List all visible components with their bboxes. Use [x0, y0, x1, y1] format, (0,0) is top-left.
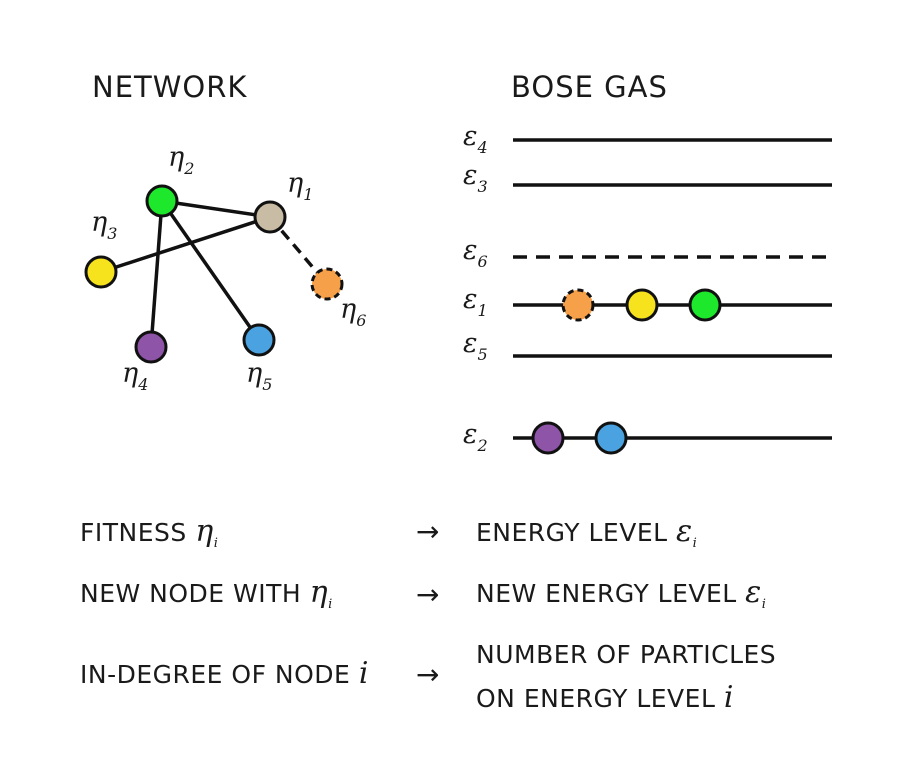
mapping-row-2-left: NEW NODE WITH ηi	[80, 575, 333, 612]
node-5	[242, 323, 276, 357]
label-eta-3: η3	[91, 207, 117, 243]
node-3	[84, 255, 118, 289]
label-eta-1: η1	[287, 168, 313, 204]
label-eta-6: η6	[340, 294, 366, 330]
mapping-row-1-left-symbol: η	[195, 514, 214, 549]
mapping-row-3-left: IN-DEGREE OF NODE i	[80, 656, 369, 691]
label-eps-3: ε3	[463, 160, 488, 196]
label-eps-2: ε2	[463, 419, 488, 455]
label-eta-4: η4	[122, 358, 148, 394]
edge-2-4	[149, 200, 164, 348]
mapping-row-1-left-text: FITNESS	[80, 518, 196, 547]
node-6-new	[310, 267, 344, 301]
particle-2-on-level-1	[688, 288, 722, 322]
mapping-row-2-left-sub: i	[328, 597, 333, 612]
mapping-row-3-right-line-2: ON ENERGY LEVEL i	[476, 680, 734, 715]
label-eps-6: ε6	[463, 235, 488, 271]
mapping-row-3-left-text: IN-DEGREE OF NODE	[80, 660, 359, 689]
label-eps-5: ε5	[463, 328, 488, 364]
mapping-row-3-right-text: ON ENERGY LEVEL	[476, 684, 724, 713]
mapping-row-2-right-text: NEW ENERGY LEVEL	[476, 579, 746, 608]
label-eps-4: ε4	[463, 121, 488, 157]
particle-6-on-level-1	[561, 288, 595, 322]
node-1	[253, 200, 287, 234]
particle-4-on-level-2	[531, 421, 565, 455]
mapping-row-1-left-sub: i	[213, 536, 219, 551]
mapping-row-1-right: ENERGY LEVEL εi	[476, 514, 697, 551]
energy-level-lines	[513, 138, 832, 440]
mapping-row-2-right: NEW ENERGY LEVEL εi	[476, 575, 766, 612]
mapping-row-1-right-sub: i	[692, 536, 698, 551]
mapping-row-3-arrow: →	[416, 658, 440, 691]
node-4	[134, 330, 168, 364]
mapping-row-2-right-symbol: ε	[745, 575, 762, 610]
mapping-row-2-left-symbol: η	[309, 575, 329, 610]
network-heading: NETWORK	[92, 70, 248, 104]
mapping-row-1-arrow: →	[416, 515, 440, 548]
mapping-row-1-right-text: ENERGY LEVEL	[476, 518, 677, 547]
label-eta-2: η2	[168, 142, 194, 178]
bose-gas-heading: BOSE GAS	[511, 70, 668, 104]
particle-3-on-level-1	[625, 288, 659, 322]
mapping-row-1-left: FITNESS ηi	[80, 514, 218, 551]
mapping-row-3-right-symbol: i	[723, 680, 734, 715]
edge-2-1	[161, 199, 271, 219]
label-eta-5: η5	[246, 358, 272, 394]
mapping-row-2-arrow: →	[416, 578, 440, 611]
label-eps-1: ε1	[463, 284, 488, 320]
mapping-row-1-right-symbol: ε	[676, 514, 693, 549]
edge-1-3	[100, 215, 271, 274]
mapping-row-2-right-sub: i	[761, 597, 767, 612]
node-2	[145, 184, 179, 218]
particle-5-on-level-2	[594, 421, 628, 455]
mapping-row-3-left-symbol: i	[358, 656, 369, 691]
mapping-row-3-right-line-1: NUMBER OF PARTICLES	[476, 640, 777, 669]
edge-2-5	[160, 199, 261, 342]
network-edges	[100, 199, 329, 348]
mapping-row-2-left-text: NEW NODE WITH	[80, 579, 310, 608]
